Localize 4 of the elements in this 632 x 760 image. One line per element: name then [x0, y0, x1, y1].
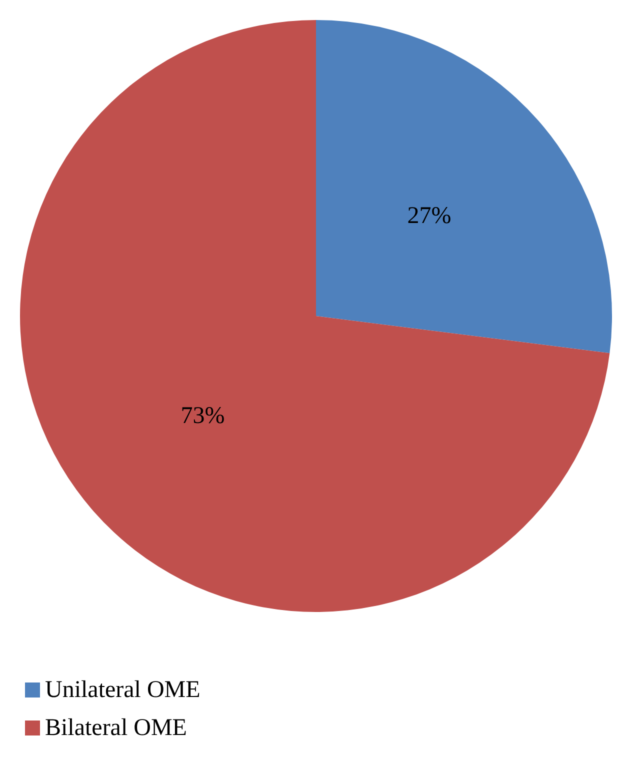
legend-label: Bilateral OME — [45, 715, 187, 741]
data-label: 27% — [407, 203, 452, 230]
data-label: 73% — [180, 402, 225, 429]
legend-label: Unilateral OME — [45, 677, 200, 703]
